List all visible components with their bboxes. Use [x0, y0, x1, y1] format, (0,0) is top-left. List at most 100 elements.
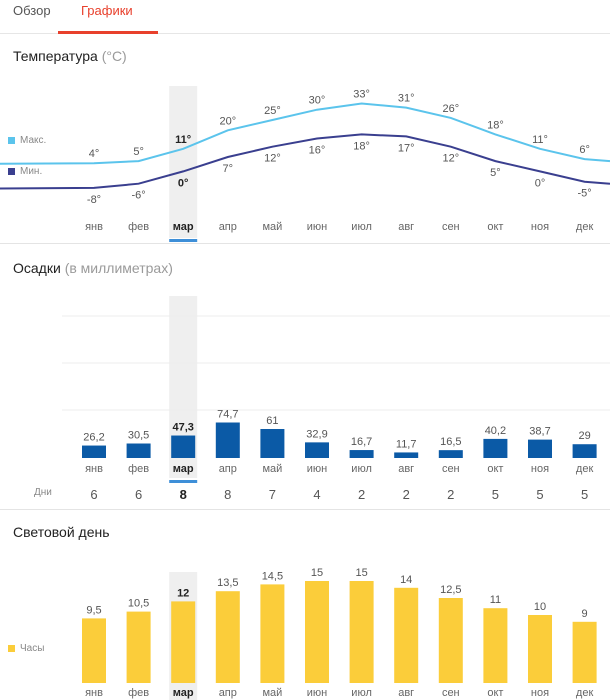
prec-bar: [394, 452, 419, 458]
daylight-bar: [572, 621, 597, 683]
prec-bar: [171, 435, 196, 458]
prec-bar: [260, 429, 285, 458]
prec-month-label: мар: [173, 463, 194, 475]
temp-max-data-label: 11°: [532, 134, 548, 146]
day-month-label: авг: [398, 687, 414, 699]
prec-month-label: авг: [398, 463, 414, 475]
prec-days-value: 6: [90, 487, 97, 502]
prec-month-label: июн: [307, 463, 327, 475]
prec-bar: [305, 442, 329, 458]
tab-charts[interactable]: Графики: [81, 3, 133, 18]
temp-max-data-label: 25°: [264, 105, 281, 117]
daylight-data-label: 12: [177, 587, 189, 599]
prec-days-value: 7: [269, 487, 276, 502]
temperature-chart: 4° 5° 11° 20° 25° 30° 33° 31° 26° 18° 11° 6° -8° -6° 0…: [0, 86, 610, 242]
prec-month-label: июл: [351, 463, 372, 475]
daylight-data-label: 14,5: [262, 570, 283, 582]
day-month-label: мар: [173, 687, 194, 699]
temp-max-data-label: 6°: [579, 144, 590, 156]
temp-max-data-label: 4°: [89, 148, 100, 160]
daylight-data-label: 14: [400, 574, 412, 586]
legend-min-swatch: [8, 168, 15, 175]
daylight-bar: [349, 581, 374, 683]
temp-selected-band: [169, 86, 198, 238]
prec-month-label: май: [262, 463, 282, 475]
tab-overview[interactable]: Обзор: [13, 3, 51, 18]
prec-selected-indicator: [169, 480, 198, 483]
daylight-data-label: 11: [490, 594, 501, 606]
day-month-label: июн: [307, 687, 327, 699]
prec-data-label: 32,9: [306, 428, 327, 440]
daylight-data-label: 10: [534, 601, 546, 613]
temp-min-data-label: 7°: [223, 163, 234, 175]
temperature-title-text: Температура: [13, 48, 98, 64]
temp-max-data-label: 30°: [309, 95, 326, 107]
prec-month-label: янв: [85, 463, 103, 475]
temp-min-data-label: 0°: [178, 177, 189, 189]
legend-hours-swatch: [8, 645, 15, 652]
day-month-label: дек: [576, 687, 594, 699]
temp-month-label: ноя: [531, 221, 549, 233]
prec-bar: [438, 450, 463, 458]
temp-month-label: фев: [128, 221, 149, 233]
precipitation-unit: (в миллиметрах): [64, 260, 173, 276]
prec-data-label: 11,7: [396, 438, 417, 450]
days-label: Дни: [34, 487, 52, 498]
prec-data-label: 29: [578, 430, 590, 442]
prec-data-label: 47,3: [172, 422, 193, 434]
daylight-bar: [82, 618, 106, 683]
temp-min-data-label: 16°: [309, 144, 326, 156]
temp-min-data-label: 18°: [353, 140, 370, 152]
prec-days-value: 5: [536, 487, 543, 502]
legend-hours: Часы: [8, 643, 44, 654]
prec-days-value: 8: [224, 487, 231, 502]
daylight-data-label: 10,5: [128, 598, 149, 610]
prec-days-value: 8: [180, 487, 187, 502]
daylight-bar: [483, 608, 508, 683]
temp-selected-indicator: [169, 239, 198, 242]
day-month-label: июл: [351, 687, 372, 699]
day-month-label: фев: [128, 687, 149, 699]
temp-min-line: [0, 133, 610, 190]
legend-min-label: Мин.: [20, 166, 43, 177]
temp-month-label: окт: [487, 221, 503, 233]
day-month-label: янв: [85, 687, 103, 699]
prec-data-label: 74,7: [217, 409, 238, 421]
prec-days-value: 4: [313, 487, 320, 502]
legend-max: Макс.: [8, 135, 46, 146]
temp-min-data-label: 0°: [535, 177, 546, 189]
legend-min: Мин.: [8, 166, 42, 177]
day-month-label: ноя: [531, 687, 549, 699]
daylight-data-label: 9,5: [86, 604, 101, 616]
daylight-bar: [126, 611, 151, 683]
precipitation-title: Осадки (в миллиметрах): [13, 260, 173, 276]
daylight-bar: [438, 598, 463, 683]
temp-month-label: июн: [307, 221, 327, 233]
temp-month-label: янв: [85, 221, 103, 233]
daylight-bar: [171, 601, 196, 683]
prec-days-value: 6: [135, 487, 142, 502]
daylight-bar: [305, 581, 329, 683]
prec-days-value: 5: [492, 487, 499, 502]
legend-hours-label: Часы: [20, 643, 45, 654]
temp-min-data-label: 5°: [490, 167, 501, 179]
prec-bar: [572, 444, 597, 458]
temperature-title: Температура (°C): [13, 48, 127, 64]
prec-days-value: 5: [581, 487, 588, 502]
day-month-label: окт: [487, 687, 503, 699]
prec-data-label: 40,2: [485, 425, 506, 437]
active-tab-indicator: [58, 31, 158, 34]
prec-bar: [483, 438, 508, 458]
daylight-bar: [215, 591, 240, 683]
prec-data-label: 30,5: [128, 430, 149, 442]
temp-month-label: апр: [219, 221, 237, 233]
daylight-title-text: Световой день: [13, 524, 110, 540]
daylight-bar: [528, 615, 552, 683]
divider-1: [0, 243, 610, 244]
prec-days-value: 2: [358, 487, 365, 502]
daylight-bar: [260, 584, 285, 683]
legend-max-swatch: [8, 137, 15, 144]
prec-data-label: 16,7: [351, 436, 372, 448]
day-month-label: сен: [442, 687, 460, 699]
